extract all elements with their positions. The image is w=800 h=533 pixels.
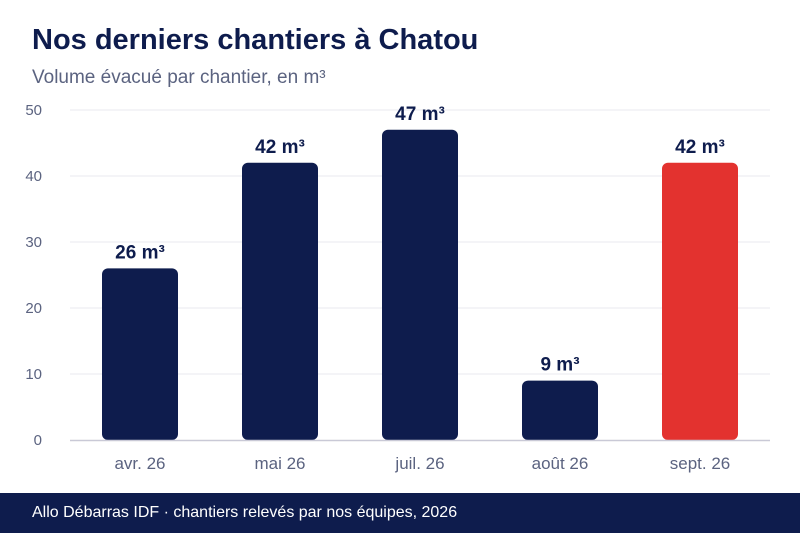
bar-value-label: 42 m³ bbox=[675, 137, 725, 158]
bar-value-label: 26 m³ bbox=[115, 242, 165, 263]
bar-3 bbox=[522, 380, 598, 440]
x-tick-label: août 26 bbox=[532, 454, 589, 473]
bar-4 bbox=[662, 162, 738, 441]
y-tick-label: 0 bbox=[34, 432, 42, 449]
y-tick-label: 20 bbox=[25, 300, 42, 317]
x-tick-label: avr. 26 bbox=[114, 454, 165, 473]
bar-2 bbox=[382, 129, 458, 441]
y-tick-label: 10 bbox=[25, 366, 42, 383]
x-tick-label: sept. 26 bbox=[670, 454, 731, 473]
y-tick-label: 50 bbox=[25, 102, 42, 119]
x-tick-label: juil. 26 bbox=[394, 454, 444, 473]
bar-0 bbox=[102, 268, 178, 440]
bar-1 bbox=[242, 162, 318, 441]
bar-value-label: 9 m³ bbox=[540, 355, 579, 376]
chart-title: Nos derniers chantiers à Chatou bbox=[32, 24, 479, 56]
bar-value-label: 42 m³ bbox=[255, 137, 305, 158]
footer-source-text: Allo Débarras IDF · chantiers relevés pa… bbox=[32, 504, 458, 521]
chart-subtitle: Volume évacué par chantier, en m³ bbox=[32, 67, 326, 88]
y-tick-label: 40 bbox=[25, 168, 42, 185]
footer-bar: Allo Débarras IDF · chantiers relevés pa… bbox=[0, 493, 800, 533]
bar-value-label: 47 m³ bbox=[395, 104, 445, 125]
x-tick-label: mai 26 bbox=[254, 454, 305, 473]
bar-chart: 0 10 20 30 40 50 26 m³ avr. 26 42 m³ mai 26 47 m³ j… bbox=[25, 102, 770, 473]
y-tick-label: 30 bbox=[25, 234, 42, 251]
